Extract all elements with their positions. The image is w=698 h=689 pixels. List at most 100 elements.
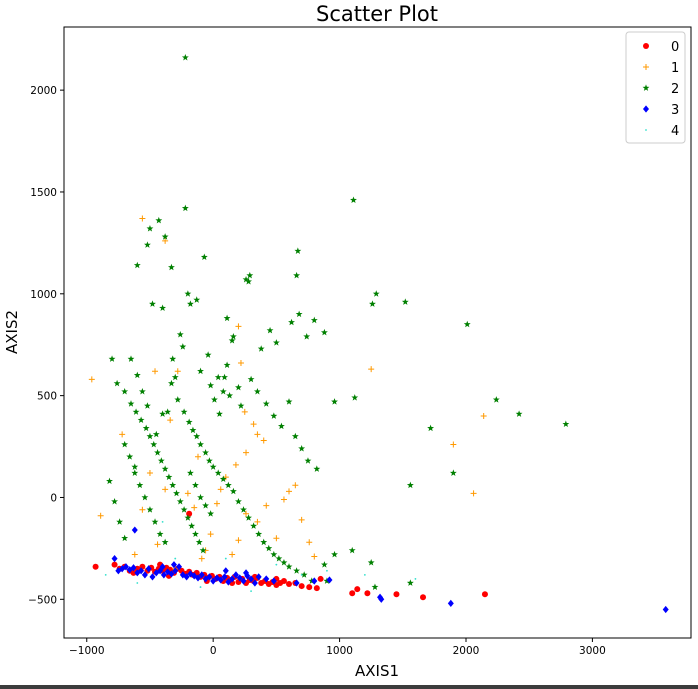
data-point <box>262 400 270 407</box>
data-point <box>306 584 313 591</box>
data-point <box>149 300 156 307</box>
legend-marker <box>643 105 649 113</box>
data-point <box>88 376 95 383</box>
data-point <box>127 400 135 407</box>
data-point <box>154 449 161 456</box>
data-point <box>275 563 278 566</box>
data-point <box>320 561 328 568</box>
data-point <box>180 408 188 415</box>
data-point <box>168 379 175 387</box>
x-tick-label: 3000 <box>579 645 606 657</box>
data-point <box>142 424 150 432</box>
data-point <box>420 594 427 601</box>
data-point <box>199 586 202 588</box>
data-point <box>228 337 236 344</box>
data-point <box>280 496 287 503</box>
data-point <box>255 573 262 581</box>
data-point <box>204 351 212 358</box>
data-point <box>191 572 198 580</box>
data-point <box>194 574 201 582</box>
data-point <box>184 514 192 521</box>
data-point <box>298 516 305 523</box>
data-point <box>515 410 523 417</box>
data-point <box>363 573 366 576</box>
data-point <box>146 225 154 232</box>
data-point <box>121 440 129 448</box>
series-0 <box>92 510 488 601</box>
y-axis-label: AXIS2 <box>3 310 21 354</box>
data-point <box>237 402 245 409</box>
data-point <box>251 579 258 587</box>
window-bottom-border <box>0 685 698 689</box>
data-point <box>326 569 328 572</box>
data-point <box>119 565 126 573</box>
data-point <box>232 571 239 579</box>
data-point <box>286 488 293 495</box>
data-point <box>310 316 318 324</box>
data-point <box>154 541 161 548</box>
data-point <box>331 398 338 405</box>
legend-label: 4 <box>671 124 679 139</box>
data-point <box>235 323 242 330</box>
data-point <box>449 469 457 476</box>
data-point <box>280 577 287 584</box>
data-point <box>278 422 285 430</box>
data-point <box>225 578 232 586</box>
data-point <box>111 554 118 563</box>
data-point <box>223 314 231 322</box>
data-point <box>185 418 193 426</box>
data-point <box>326 576 333 584</box>
data-point <box>243 449 250 456</box>
data-point <box>255 530 263 538</box>
data-point <box>295 310 303 318</box>
x-tick-label: 1000 <box>326 645 353 657</box>
data-point <box>155 216 163 224</box>
data-point <box>217 576 224 584</box>
data-point <box>243 569 250 577</box>
data-point <box>209 463 217 470</box>
data-point <box>193 296 201 303</box>
data-point <box>183 573 190 581</box>
data-point <box>192 481 199 489</box>
data-point <box>92 563 99 570</box>
data-point <box>202 449 209 456</box>
data-point <box>122 563 129 571</box>
data-point <box>270 577 277 585</box>
data-point <box>247 375 255 383</box>
data-point <box>174 396 182 403</box>
data-point <box>186 300 194 307</box>
legend-marker <box>645 129 647 131</box>
data-point <box>210 577 217 585</box>
data-point <box>108 355 116 362</box>
data-point <box>270 412 278 419</box>
data-point <box>245 277 252 285</box>
data-point <box>300 573 303 576</box>
data-point <box>320 328 328 336</box>
data-point <box>145 565 152 573</box>
data-point <box>216 410 223 417</box>
series-1 <box>88 215 487 572</box>
data-point <box>206 573 213 581</box>
data-point <box>371 583 379 590</box>
data-point <box>173 489 180 497</box>
data-point <box>192 530 199 538</box>
data-point <box>165 473 173 481</box>
data-point <box>292 482 299 489</box>
data-point <box>470 490 477 497</box>
legend-label: 0 <box>671 40 679 55</box>
data-point <box>214 469 222 476</box>
data-point <box>180 506 188 513</box>
data-point <box>241 408 248 415</box>
data-point <box>240 577 247 585</box>
data-point <box>207 531 214 538</box>
data-point <box>257 345 265 352</box>
data-point <box>179 343 187 350</box>
data-point <box>378 595 385 603</box>
data-point <box>306 539 313 546</box>
data-point <box>193 432 201 440</box>
series-2 <box>106 53 570 590</box>
data-point <box>194 453 201 460</box>
data-point <box>351 394 359 401</box>
data-point <box>406 579 414 586</box>
